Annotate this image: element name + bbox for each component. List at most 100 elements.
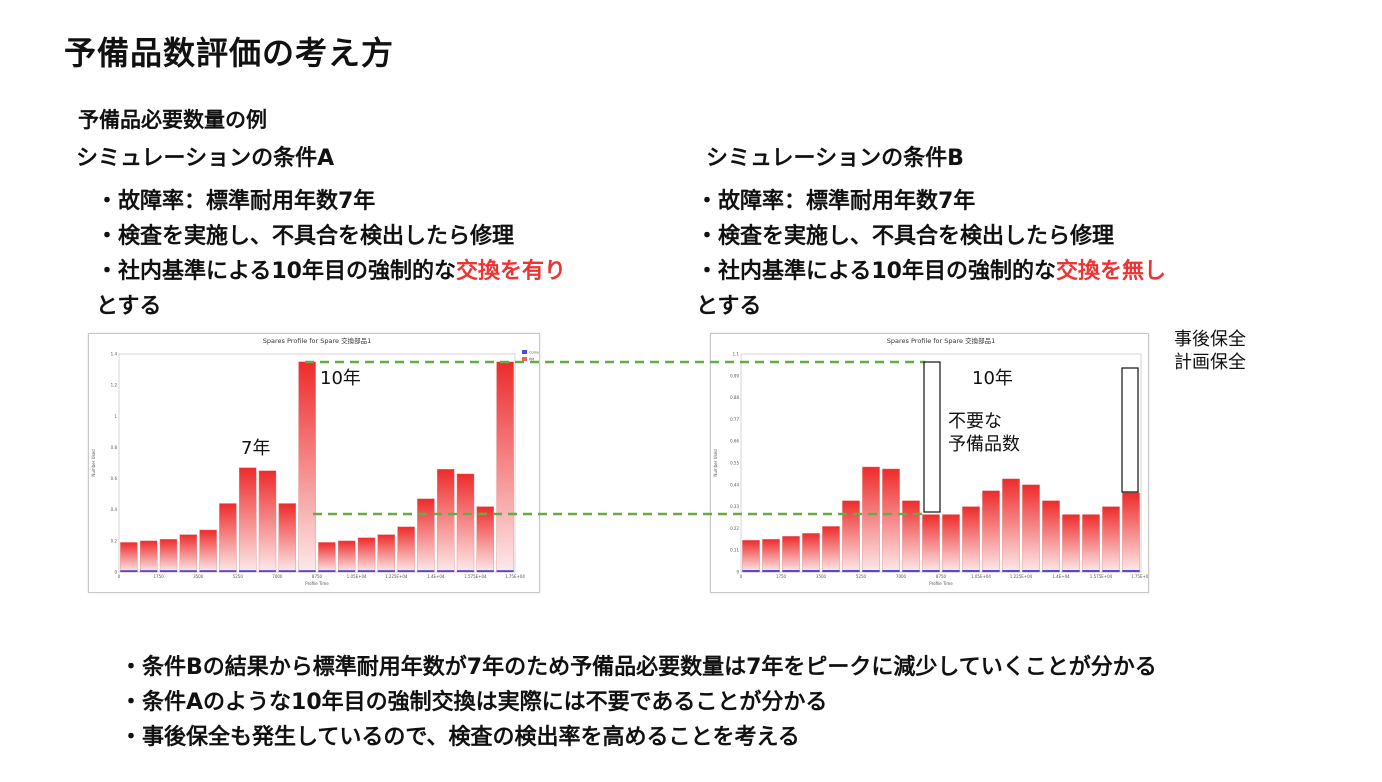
condition-a-bullet: ・故障率：標準耐用年数7年 bbox=[96, 189, 376, 214]
label-year7: 7年 bbox=[241, 438, 271, 459]
bar-corrective bbox=[982, 570, 1000, 572]
conclusion-item: ・条件Aのような10年目の強制交換は実際には不要であることが分かる bbox=[120, 690, 828, 715]
bar-corrective bbox=[377, 570, 395, 572]
bar-corrective bbox=[298, 570, 316, 572]
chart-b-svg: Spares Profile for Spare 交換部品1 0 0.11 0.22 0… bbox=[713, 336, 1176, 586]
bar-corrective bbox=[219, 570, 237, 572]
unnecessary-box-1 bbox=[923, 361, 941, 513]
bar-corrective bbox=[882, 570, 900, 572]
x-tick-label: 7000 bbox=[896, 574, 907, 579]
x-tick-label: 1750 bbox=[154, 574, 165, 579]
condition-b-bullet-cont: とする bbox=[696, 294, 762, 319]
conclusions: ・条件Bの結果から標準耐用年数が7年のため予備品必要数量は7年をピークに減少して… bbox=[120, 650, 1157, 755]
bar-corrective bbox=[1082, 570, 1100, 572]
y-tick-label: 1.2 bbox=[111, 383, 118, 388]
condition-b-bullet: ・社内基準による10年目の強制的な交換を無し bbox=[696, 254, 1166, 289]
x-tick-label: 1.75E+04 bbox=[505, 574, 525, 579]
bar-corrective bbox=[842, 570, 860, 572]
bar-corrective bbox=[140, 570, 158, 572]
legend-swatch bbox=[522, 350, 527, 354]
bar-corrective bbox=[318, 570, 336, 572]
conclusion-item: ・事後保全も発生しているので、検査の検出率を高めることを考える bbox=[120, 725, 800, 750]
chart-title: Spares Profile for Spare 交換部品1 bbox=[887, 336, 995, 345]
condition-a-bullet: ・検査を実施し、不具合を検出したら修理 bbox=[96, 224, 515, 249]
bar-corrective bbox=[159, 570, 178, 572]
bar-corrective bbox=[397, 570, 415, 572]
condition-b-last-pre: ・社内基準による10年目の強制的な bbox=[696, 259, 1056, 284]
label-unnecessary-line2: 予備品数 bbox=[948, 434, 1020, 455]
bar-corrective bbox=[496, 570, 514, 572]
chart-a: Spares Profile for Spare 交換部品1 0 0.2 0.4 0.6… bbox=[88, 333, 547, 593]
bar-corrective bbox=[120, 570, 138, 572]
x-tick-label: 1.4E+04 bbox=[1052, 574, 1070, 579]
x-tick-label: 1750 bbox=[776, 574, 787, 579]
y-tick-label: 0.55 bbox=[730, 461, 739, 466]
y-axis-label: Number Used bbox=[713, 449, 718, 477]
bar-corrective bbox=[1042, 570, 1060, 572]
bar-corrective bbox=[456, 570, 475, 572]
bar-corrective bbox=[942, 570, 960, 572]
condition-b-bullet: ・故障率：標準耐用年数7年 bbox=[696, 189, 976, 214]
chart-title: Spares Profile for Spare 交換部品1 bbox=[263, 336, 371, 345]
conclusion-item: ・条件Bの結果から標準耐用年数が7年のため予備品必要数量は7年をピークに減少して… bbox=[120, 655, 1157, 680]
y-tick-label: 1.4 bbox=[111, 352, 118, 357]
x-axis-label: Profile Time bbox=[929, 581, 953, 586]
bar-corrective bbox=[862, 570, 880, 572]
legend-swatch bbox=[522, 357, 527, 361]
y-tick-label: 0.11 bbox=[730, 548, 739, 553]
condition-a-list: ・故障率：標準耐用年数7年 ・検査を実施し、不具合を検出したら修理 ・社内基準に… bbox=[96, 184, 566, 324]
condition-a-bullet-cont: とする bbox=[96, 294, 162, 319]
bar-corrective bbox=[802, 570, 820, 572]
bar-corrective bbox=[357, 570, 376, 572]
bar-corrective bbox=[1022, 570, 1040, 572]
y-tick-label: 0.2 bbox=[111, 538, 118, 543]
y-tick-label: 0 bbox=[114, 570, 117, 575]
x-tick-label: 0 bbox=[740, 574, 743, 579]
x-tick-label: 5250 bbox=[233, 574, 244, 579]
bar-corrective bbox=[742, 570, 760, 572]
chart-b: Spares Profile for Spare 交換部品1 0 0.11 0.22 0… bbox=[710, 333, 1176, 593]
condition-b-highlight: 交換を無し bbox=[1055, 259, 1166, 284]
x-tick-label: 1.75E+04 bbox=[1131, 574, 1148, 579]
y-tick-label: 0.6 bbox=[111, 476, 118, 481]
legend-text: PM bbox=[529, 358, 534, 362]
bar-corrective bbox=[258, 570, 277, 572]
bar-corrective bbox=[179, 570, 197, 572]
page-title: 予備品数評価の考え方 bbox=[64, 34, 395, 72]
x-tick-label: 1.575E+04 bbox=[1090, 574, 1113, 579]
x-tick-label: 1.225E+04 bbox=[1010, 574, 1033, 579]
legend: 事後保全 計画保全 bbox=[1174, 328, 1246, 374]
x-tick-label: 1.05E+04 bbox=[971, 574, 991, 579]
x-tick-label: 0 bbox=[118, 574, 121, 579]
bar-corrective bbox=[417, 570, 435, 572]
condition-b-list: ・故障率：標準耐用年数7年 ・検査を実施し、不具合を検出したら修理 ・社内基準に… bbox=[696, 184, 1166, 324]
label-year10-b: 10年 bbox=[972, 368, 1013, 389]
bar-corrective bbox=[962, 570, 980, 572]
subtitle: 予備品必要数量の例 bbox=[78, 108, 267, 132]
condition-a-last-pre: ・社内基準による10年目の強制的な bbox=[96, 259, 456, 284]
x-axis-label: Profile Time bbox=[305, 581, 329, 586]
condition-a-highlight: 交換を有り bbox=[455, 259, 566, 284]
bar-corrective bbox=[922, 570, 940, 572]
label-unnecessary: 不要な 予備品数 bbox=[948, 410, 1020, 456]
bar-corrective bbox=[278, 570, 296, 572]
bar-corrective bbox=[476, 570, 494, 572]
y-tick-label: 1.1 bbox=[733, 352, 740, 357]
x-tick-label: 5250 bbox=[856, 574, 867, 579]
condition-b-bullet: ・検査を実施し、不具合を検出したら修理 bbox=[696, 224, 1115, 249]
y-tick-label: 0.44 bbox=[730, 482, 739, 487]
y-tick-label: 0.8 bbox=[111, 445, 118, 450]
y-tick-label: 0.77 bbox=[730, 417, 739, 422]
label-unnecessary-line1: 不要な bbox=[948, 411, 1002, 432]
bar-corrective bbox=[1102, 570, 1120, 572]
y-tick-label: 0.99 bbox=[730, 373, 739, 378]
bar-corrective bbox=[822, 570, 840, 572]
x-tick-label: 3500 bbox=[816, 574, 827, 579]
y-tick-label: 0.22 bbox=[730, 526, 739, 531]
x-tick-label: 1.225E+04 bbox=[385, 574, 408, 579]
bar-corrective bbox=[782, 570, 800, 572]
y-tick-label: 0.4 bbox=[111, 507, 118, 512]
y-tick-label: 0.33 bbox=[730, 504, 739, 509]
x-tick-label: 8750 bbox=[936, 574, 947, 579]
